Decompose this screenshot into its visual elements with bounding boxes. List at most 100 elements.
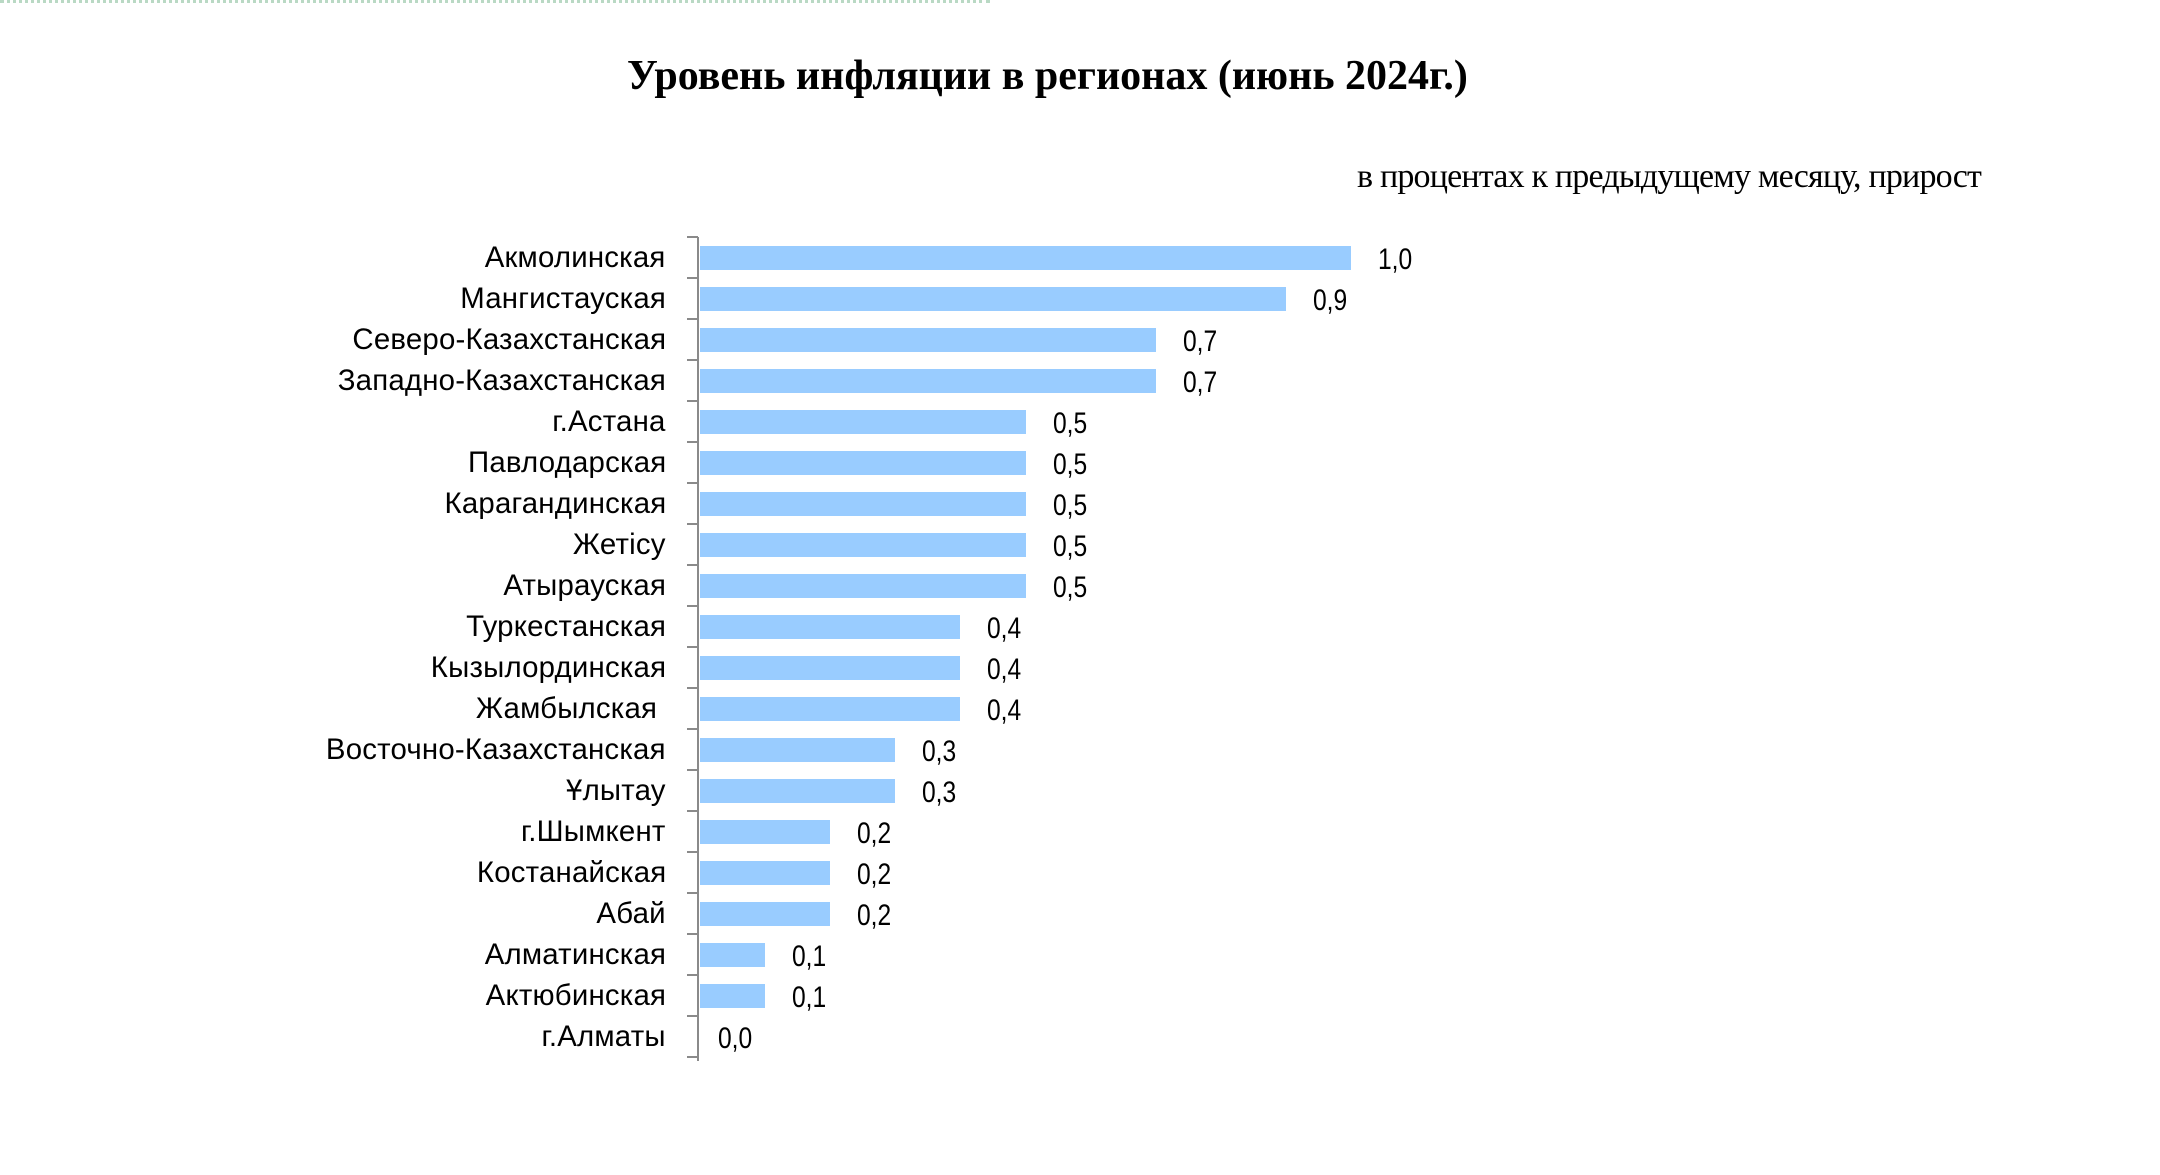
- axis-tick: [687, 974, 698, 976]
- chart-row: Северо-Казахстанская 0,7: [0, 319, 2160, 360]
- value-label: 0,2: [857, 858, 892, 891]
- value-label: 0,5: [1053, 407, 1088, 440]
- axis-tick: [687, 646, 698, 648]
- axis-tick: [687, 1015, 698, 1017]
- axis-tick: [687, 359, 698, 361]
- axis-tick: [687, 523, 698, 525]
- chart-row: Костанайская 0,2: [0, 852, 2160, 893]
- category-label: г.Шымкент: [521, 815, 666, 848]
- bar: [700, 533, 1026, 557]
- category-label: Алматинская: [484, 938, 666, 971]
- chart-row: г.Алматы 0,0: [0, 1016, 2160, 1057]
- bar: [700, 697, 960, 721]
- category-label: Мангистауская: [460, 282, 666, 315]
- value-label: 0,2: [857, 899, 892, 932]
- bar: [700, 943, 765, 967]
- bar: [700, 861, 830, 885]
- axis-tick: [687, 769, 698, 771]
- axis-tick: [687, 564, 698, 566]
- axis-tick: [687, 728, 698, 730]
- value-label: 0,3: [922, 776, 957, 809]
- axis-tick: [687, 892, 698, 894]
- value-label: 0,5: [1053, 448, 1088, 481]
- category-label: Кызылординская: [430, 651, 666, 684]
- category-label: Западно-Казахстанская: [337, 364, 666, 397]
- bar: [700, 615, 960, 639]
- axis-tick: [687, 605, 698, 607]
- chart-row: Атырауская 0,5: [0, 565, 2160, 606]
- bar: [700, 246, 1351, 270]
- bar: [700, 902, 830, 926]
- value-label: 0,2: [857, 817, 892, 850]
- value-label: 0,3: [922, 735, 957, 768]
- category-label: Туркестанская: [465, 610, 666, 643]
- axis-tick: [687, 482, 698, 484]
- category-label: Павлодарская: [467, 446, 666, 479]
- category-label: Восточно-Казахстанская: [326, 733, 666, 766]
- bar: [700, 369, 1156, 393]
- axis-tick: [687, 851, 698, 853]
- axis-tick: [687, 318, 698, 320]
- value-label: 1,0: [1378, 243, 1413, 276]
- chart-row: Алматинская 0,1: [0, 934, 2160, 975]
- bar: [700, 328, 1156, 352]
- axis-tick: [687, 277, 698, 279]
- chart-row: Ұлытау 0,3: [0, 770, 2160, 811]
- category-label: Ұлытау: [566, 774, 666, 807]
- chart-row: Карагандинская 0,5: [0, 483, 2160, 524]
- axis-tick: [687, 1056, 698, 1058]
- value-label: 0,1: [792, 940, 827, 973]
- bar: [700, 451, 1026, 475]
- bar: [700, 492, 1026, 516]
- bar: [700, 656, 960, 680]
- chart-row: Западно-Казахстанская 0,7: [0, 360, 2160, 401]
- bar: [700, 574, 1026, 598]
- value-label: 0,4: [987, 612, 1022, 645]
- value-label: 0,9: [1313, 284, 1348, 317]
- chart-title: Уровень инфляции в регионах (июнь 2024г.…: [627, 53, 1468, 99]
- chart-row: г.Шымкент 0,2: [0, 811, 2160, 852]
- category-label: г.Алматы: [541, 1020, 666, 1053]
- bar: [700, 779, 895, 803]
- value-label: 0,5: [1053, 571, 1088, 604]
- chart-subtitle: в процентах к предыдущему месяцу, прирос…: [1357, 158, 1982, 195]
- category-axis-line: [697, 237, 699, 1061]
- bar: [700, 287, 1286, 311]
- value-label: 0,5: [1053, 489, 1088, 522]
- value-label: 0,1: [792, 981, 827, 1014]
- value-label: 0,4: [987, 653, 1022, 686]
- chart-row: Абай 0,2: [0, 893, 2160, 934]
- value-label: 0,5: [1053, 530, 1088, 563]
- chart-row: Мангистауская 0,9: [0, 278, 2160, 319]
- axis-tick: [687, 687, 698, 689]
- category-label: Абай: [596, 897, 666, 930]
- category-label: Костанайская: [476, 856, 666, 889]
- category-label: г.Астана: [552, 405, 666, 438]
- bar: [700, 410, 1026, 434]
- axis-tick: [687, 933, 698, 935]
- axis-tick: [687, 236, 698, 238]
- category-label: Акмолинская: [485, 241, 666, 274]
- axis-tick: [687, 400, 698, 402]
- chart-row: Актюбинская 0,1: [0, 975, 2160, 1016]
- bar: [700, 984, 765, 1008]
- chart-row: Восточно-Казахстанская 0,3: [0, 729, 2160, 770]
- value-label: 0,7: [1183, 325, 1218, 358]
- value-label: 0,0: [718, 1022, 753, 1055]
- top-dotted-border: [0, 0, 990, 3]
- chart-row: Павлодарская 0,5: [0, 442, 2160, 483]
- category-label: Актюбинская: [485, 979, 666, 1012]
- chart-row: Жамбылская 0,4: [0, 688, 2160, 729]
- value-label: 0,4: [987, 694, 1022, 727]
- chart-row: Жетісу 0,5: [0, 524, 2160, 565]
- chart-row: Туркестанская 0,4: [0, 606, 2160, 647]
- bar: [700, 820, 830, 844]
- chart-row: Акмолинская 1,0: [0, 237, 2160, 278]
- bar: [700, 738, 895, 762]
- axis-tick: [687, 810, 698, 812]
- axis-tick: [687, 441, 698, 443]
- category-label: Жамбылская: [476, 692, 666, 725]
- chart-row: Кызылординская 0,4: [0, 647, 2160, 688]
- category-label: Атырауская: [503, 569, 666, 602]
